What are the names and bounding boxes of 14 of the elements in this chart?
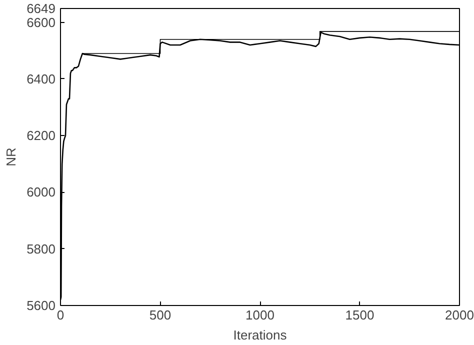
x-tick-label: 1500 <box>345 308 374 322</box>
x-tick-label: 2000 <box>445 308 474 322</box>
y-tick-label: 6000 <box>26 184 56 200</box>
x-tick-label: 0 <box>56 308 64 322</box>
y-axis-title: NR <box>4 148 19 166</box>
y-tick-label: 5800 <box>26 241 56 256</box>
y-tick-label: 6600 <box>26 14 56 30</box>
x-tick-label: 1000 <box>246 308 274 322</box>
x-tick-label: 500 <box>149 308 172 322</box>
y-tick-label: 6200 <box>26 128 56 144</box>
y-tick-label: 5600 <box>26 298 56 313</box>
x-axis-title: Iterations <box>233 328 288 342</box>
y-tick-label: 6400 <box>26 72 56 86</box>
y-tick-label: 6649 <box>26 1 56 16</box>
